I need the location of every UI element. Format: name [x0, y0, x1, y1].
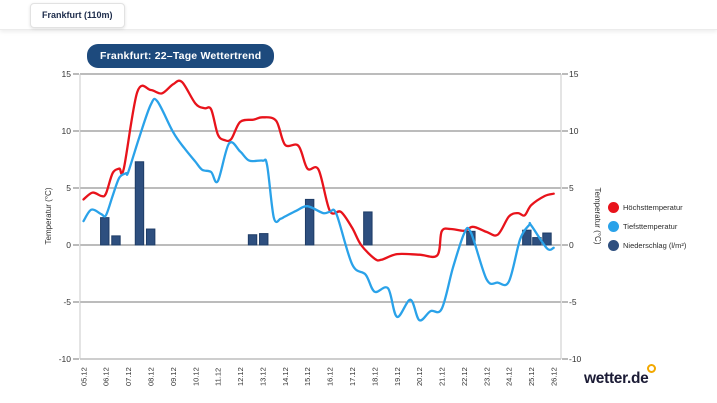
x-axis-tick-label: 17.12: [348, 367, 357, 386]
precipitation-bar: [134, 161, 145, 246]
y-axis-tick-label-left: 10: [62, 126, 72, 136]
legend-label: Niederschlag (l/m²): [623, 241, 687, 250]
x-axis-tick-label: 19.12: [393, 367, 402, 386]
x-axis-tick-label: 18.12: [370, 367, 379, 386]
x-axis-tick-label: 16.12: [326, 367, 335, 386]
legend-label: Tiefsttemperatur: [623, 222, 678, 231]
x-axis-tick-label: 14.12: [281, 367, 290, 386]
y-axis-tick-label-right: 15: [569, 69, 579, 79]
x-axis-tick-label: 24.12: [505, 367, 514, 386]
y-axis-tick-label-right: 0: [569, 240, 574, 250]
location-tab[interactable]: Frankfurt (110m): [30, 3, 125, 28]
x-axis-tick-label: 12.12: [236, 367, 245, 386]
x-axis-tick-label: 09.12: [169, 367, 178, 386]
max-temp-dot-icon: [608, 202, 619, 213]
logo-dot-icon: [646, 364, 656, 373]
x-axis-tick-label: 05.12: [79, 367, 88, 386]
x-axis-tick-label: 07.12: [124, 367, 133, 386]
precipitation-bar: [259, 233, 269, 246]
x-axis-tick-label: 13.12: [258, 367, 267, 386]
precipitation-bar: [247, 234, 258, 246]
legend-item-precipitation: Niederschlag (l/m²): [608, 240, 686, 251]
chart-legend: Höchsttemperatur Tiefsttemperatur Nieder…: [608, 202, 686, 259]
location-tab-label: Frankfurt (110m): [42, 10, 113, 20]
y-axis-tick-label-left: -5: [63, 297, 71, 307]
y-axis-tick-label-right: 5: [569, 183, 574, 193]
precipitation-bar: [542, 232, 552, 246]
x-axis-tick-label: 21.12: [438, 367, 447, 386]
y-axis-tick-label-right: -10: [569, 354, 582, 364]
precipitation-bar: [363, 211, 373, 246]
legend-label: Höchsttemperatur: [623, 203, 683, 212]
max-temp-line: [82, 79, 555, 262]
x-axis-tick-label: 25.12: [527, 367, 536, 386]
legend-item-min-temp: Tiefsttemperatur: [608, 221, 686, 232]
x-axis-tick-label: 08.12: [146, 367, 155, 386]
y-axis-tick-label-left: 15: [62, 69, 72, 79]
x-axis-tick-label: 10.12: [191, 367, 200, 386]
y-axis-title-right: Temperatur (°C): [593, 188, 602, 245]
min-temp-dot-icon: [608, 221, 619, 232]
x-axis-tick-label: 06.12: [102, 367, 111, 386]
x-axis-tick-label: 22.12: [460, 367, 469, 386]
precipitation-bar: [304, 198, 315, 246]
wetter-logo: wetter.de: [584, 364, 656, 388]
y-axis-tick-label-left: 0: [66, 240, 71, 250]
min-temp-line: [82, 97, 555, 322]
y-axis-tick-label-right: -5: [569, 297, 577, 307]
chart-title: Frankfurt: 22–Tage Wettertrend: [100, 50, 262, 62]
y-axis-tick-label-right: 10: [569, 126, 579, 136]
y-axis-tick-label-left: -10: [59, 354, 72, 364]
y-axis-title-left: Temperatur (°C): [44, 187, 53, 244]
x-axis-tick-label: 26.12: [550, 367, 559, 386]
y-axis-tick-label-left: 5: [66, 183, 71, 193]
x-axis-tick-label: 15.12: [303, 367, 312, 386]
x-axis-tick-label: 20.12: [415, 367, 424, 386]
legend-item-max-temp: Höchsttemperatur: [608, 202, 686, 213]
wetter-logo-text: wetter.de: [584, 370, 649, 387]
x-axis-tick-label: 23.12: [482, 367, 491, 386]
precipitation-bar: [145, 228, 156, 246]
precipitation-dot-icon: [608, 240, 619, 251]
precipitation-bar: [100, 217, 110, 246]
precipitation-bar: [522, 229, 532, 246]
precipitation-bar: [111, 235, 121, 246]
x-axis-tick-label: 11.12: [214, 368, 223, 386]
chart-title-badge: Frankfurt: 22–Tage Wettertrend: [87, 44, 275, 68]
